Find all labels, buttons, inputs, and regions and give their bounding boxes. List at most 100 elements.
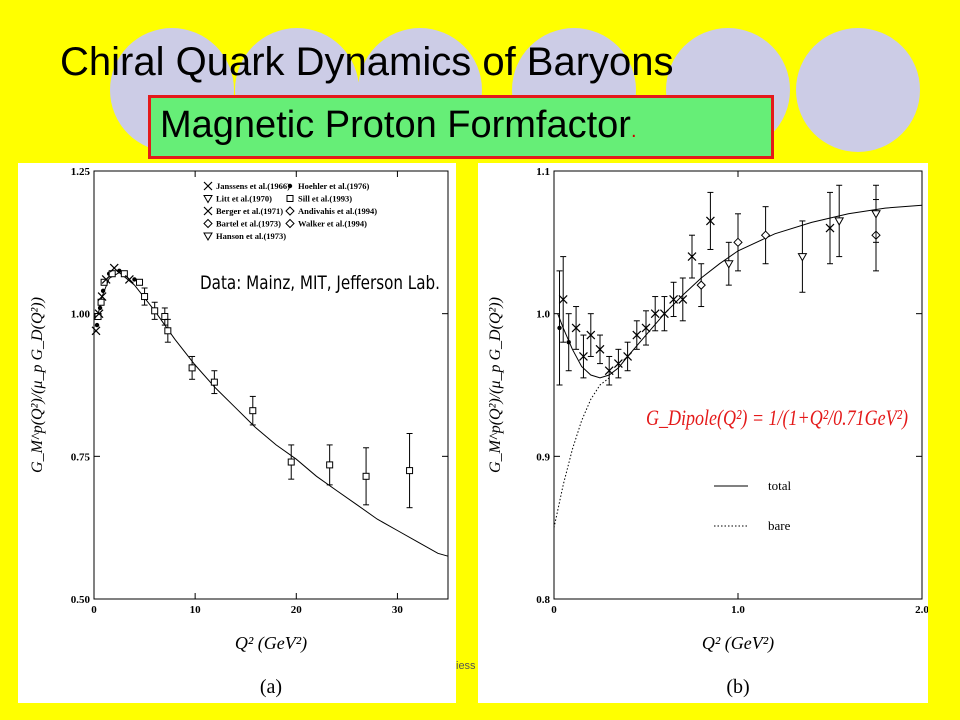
data-point	[586, 330, 596, 340]
x-tick-label: 20	[291, 604, 303, 616]
data-annotation: Data: Mainz, MIT, Jefferson Lab.	[200, 272, 440, 294]
chart-a-svg: 0 10 20 30 0.50 0.75 1.00 1.25 Q² (GeV²) G_M^p(Q²…	[29, 166, 449, 698]
legend-entry: Sill et al.(1993)	[298, 194, 352, 204]
legend-marker	[203, 195, 213, 204]
x-tick-label: 0	[91, 604, 97, 616]
data-point	[733, 237, 743, 248]
panel-label: (a)	[260, 676, 282, 698]
x-axis-label: Q² (GeV²)	[702, 633, 774, 654]
data-point	[623, 352, 633, 361]
data-point	[117, 268, 122, 274]
data-point	[613, 359, 623, 369]
plot-frame	[93, 170, 449, 600]
data-point	[797, 253, 808, 262]
legend-marker	[203, 206, 213, 216]
legend-marker	[287, 183, 293, 189]
legend-marker	[285, 218, 295, 229]
x-tick-label: 0	[551, 604, 557, 616]
y-axis-label: G_M^p(Q²)/(μ_p G_D(Q²))	[487, 297, 504, 473]
x-tick-label: 10	[190, 604, 202, 616]
legend-entry: Litt et al.(1970)	[216, 194, 272, 204]
data-point	[124, 275, 134, 284]
legend-marker	[285, 206, 295, 216]
legend-marker	[203, 232, 213, 242]
data-point	[120, 270, 128, 278]
data-point	[558, 294, 568, 304]
legend-marker	[203, 181, 213, 191]
y-tick-label: 1.0	[536, 309, 550, 321]
data-point	[566, 340, 571, 345]
legend-entry: Andivahis et al.(1994)	[298, 206, 377, 216]
panel-label: (b)	[726, 676, 749, 698]
data-point	[136, 278, 144, 286]
data-point-err	[406, 467, 414, 475]
data-point	[871, 210, 881, 219]
data-point-err	[141, 293, 149, 301]
slide-title: Chiral Quark Dynamics of Baryons	[60, 40, 674, 84]
x-tick-label: 1.0	[731, 604, 745, 616]
legend-entry: Bartel et al.(1973)	[216, 219, 281, 229]
y-tick-label: 0.75	[71, 451, 91, 463]
legend-entry: Janssens et al.(1966)	[216, 181, 290, 191]
subtitle-text: Magnetic Proton Formfactor	[160, 104, 631, 146]
data-point	[687, 252, 697, 262]
subtitle-box	[148, 95, 774, 159]
data-point	[100, 288, 106, 294]
data-point	[94, 313, 102, 321]
dipole-formula: G_Dipole(Q²) = 1/(1+Q²/0.71GeV²)	[646, 405, 908, 430]
x-tick-label: 2.0	[915, 604, 928, 616]
x-tick-label: 30	[392, 604, 404, 616]
legend-entry: Hoehler et al.(1976)	[298, 181, 370, 191]
y-tick-label: 1.00	[71, 309, 91, 321]
data-point	[571, 323, 581, 333]
legend-entry: Walker et al.(1994)	[298, 219, 367, 229]
data-point	[97, 292, 107, 301]
chart-panel-a: 0 10 20 30 0.50 0.75 1.00 1.25 Q² (GeV²) G_M^p(Q²…	[18, 163, 456, 703]
data-point	[641, 323, 651, 333]
chart-b-svg: 0 1.0 2.0 0.8 0.9 1.0 1.1 Q² (GeV²) G_M^p(Q²)/(μ…	[487, 166, 928, 698]
theory-curve	[96, 271, 449, 557]
y-axis-label: G_M^p(Q²)/(μ_p G_D(Q²))	[29, 297, 46, 473]
data-point	[834, 217, 845, 226]
data-point-err	[161, 313, 169, 321]
data-point-err	[362, 472, 370, 480]
data-point	[97, 305, 103, 311]
data-point-err	[164, 327, 172, 335]
legend-bare-label: bare	[768, 518, 791, 533]
data-point	[94, 309, 104, 319]
legend-entry: Hanson et al.(1973)	[216, 231, 286, 241]
data-point-err	[287, 458, 295, 466]
y-tick-label: 1.25	[71, 166, 91, 178]
data-point	[109, 263, 119, 273]
slide-subtitle: Magnetic Proton Formfactor.	[160, 104, 637, 147]
legend-marker	[203, 218, 213, 229]
data-point	[604, 366, 614, 376]
data-point	[595, 344, 605, 354]
legend-entry: Berger et al.(1971)	[216, 206, 283, 216]
data-point	[632, 330, 642, 340]
data-point	[650, 309, 660, 319]
chart-panel-b: 0 1.0 2.0 0.8 0.9 1.0 1.1 Q² (GeV²) G_M^p(Q²)/(μ…	[478, 163, 928, 703]
data-point	[825, 223, 835, 233]
data-point	[579, 352, 588, 361]
legend-marker	[286, 195, 294, 202]
total-curve	[557, 204, 923, 379]
data-point-err	[210, 378, 218, 386]
y-tick-label: 1.1	[536, 166, 550, 178]
data-point	[91, 326, 101, 336]
x-axis-label: Q² (GeV²)	[235, 633, 307, 654]
data-point-err	[151, 307, 159, 315]
bare-curve	[553, 377, 610, 528]
data-point-err	[188, 364, 196, 372]
data-point	[659, 309, 669, 319]
data-point	[97, 298, 105, 306]
subtitle-period: .	[630, 120, 637, 142]
data-point-err	[326, 461, 334, 469]
y-tick-label: 0.9	[536, 451, 550, 463]
footer-fragment: iess	[456, 660, 476, 672]
decor-circle-6	[796, 28, 920, 152]
y-tick-label: 0.8	[536, 594, 550, 606]
y-tick-label: 0.50	[71, 594, 91, 606]
data-point	[705, 216, 715, 226]
data-point	[94, 322, 100, 328]
